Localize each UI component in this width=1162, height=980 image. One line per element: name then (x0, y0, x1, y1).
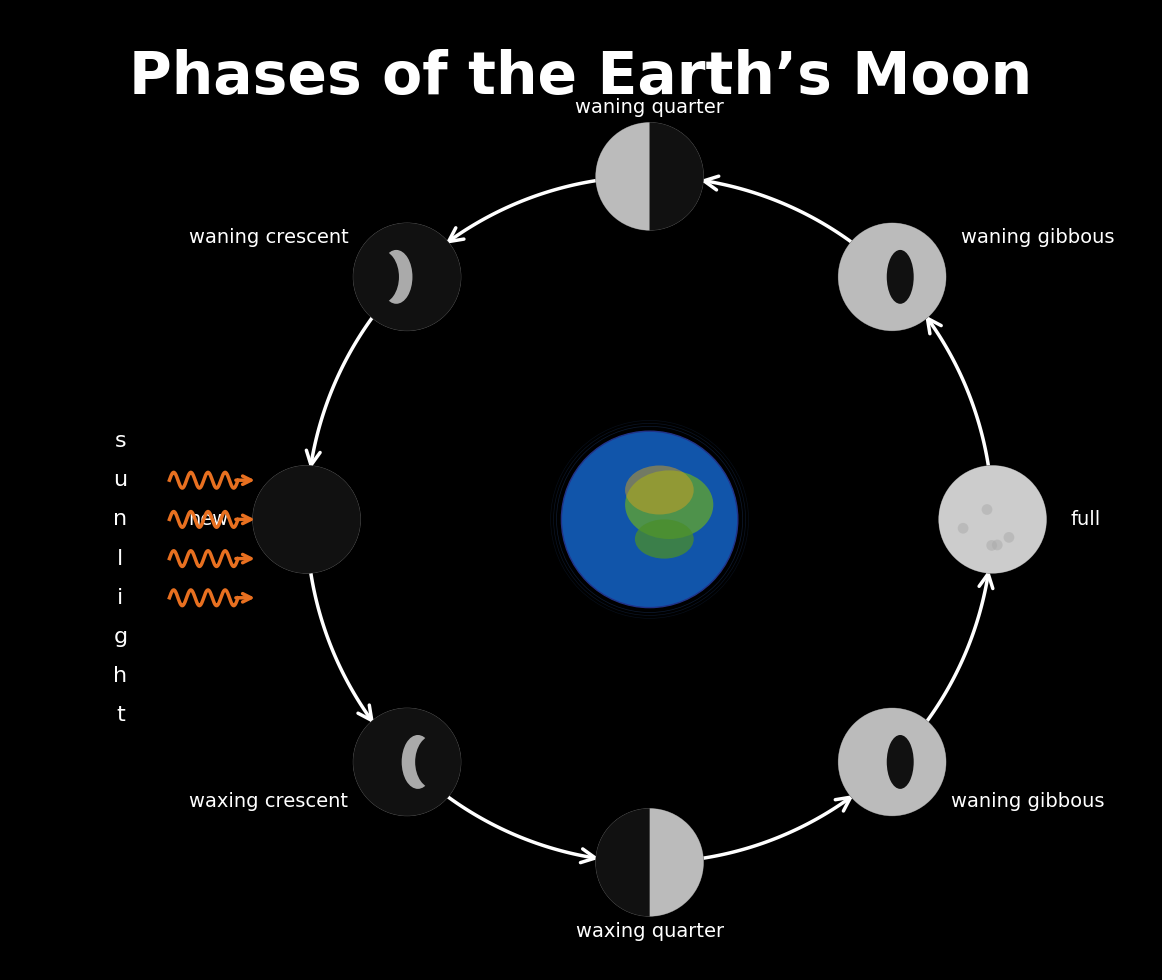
Circle shape (596, 122, 703, 230)
Circle shape (838, 223, 946, 331)
Circle shape (981, 492, 992, 503)
Ellipse shape (361, 250, 399, 304)
Text: waning crescent: waning crescent (188, 228, 349, 247)
Circle shape (353, 223, 461, 331)
Circle shape (955, 531, 966, 542)
Text: n: n (114, 510, 128, 529)
Text: Phases of the Earth’s Moon: Phases of the Earth’s Moon (129, 49, 1033, 106)
Text: new: new (188, 510, 228, 529)
Ellipse shape (415, 735, 453, 789)
Circle shape (252, 466, 360, 573)
Text: i: i (117, 588, 123, 608)
Wedge shape (650, 122, 703, 230)
Text: waning quarter: waning quarter (575, 98, 724, 118)
Text: h: h (114, 666, 128, 686)
Circle shape (939, 466, 1047, 573)
Wedge shape (596, 122, 650, 230)
Circle shape (596, 808, 703, 916)
Text: waxing crescent: waxing crescent (189, 792, 349, 810)
Text: full: full (1071, 510, 1102, 529)
Circle shape (561, 431, 738, 608)
Ellipse shape (625, 466, 694, 514)
Ellipse shape (402, 735, 435, 789)
Circle shape (353, 223, 461, 331)
Text: l: l (117, 549, 123, 568)
Text: waning gibbous: waning gibbous (961, 228, 1114, 247)
Ellipse shape (380, 250, 413, 304)
Circle shape (988, 507, 998, 517)
Circle shape (252, 466, 360, 573)
Circle shape (838, 223, 946, 331)
Circle shape (838, 708, 946, 815)
Circle shape (977, 529, 988, 540)
Circle shape (1005, 513, 1016, 523)
Text: g: g (114, 627, 128, 647)
Text: u: u (114, 470, 128, 490)
Text: t: t (116, 706, 124, 725)
Text: s: s (115, 431, 127, 451)
Circle shape (353, 708, 461, 815)
Ellipse shape (887, 250, 913, 304)
Ellipse shape (887, 735, 913, 789)
Text: waxing quarter: waxing quarter (575, 921, 724, 941)
Ellipse shape (625, 470, 713, 539)
Circle shape (561, 431, 738, 608)
Circle shape (353, 708, 461, 815)
Ellipse shape (634, 519, 694, 559)
Text: new: new (278, 529, 317, 549)
Wedge shape (650, 808, 703, 916)
Circle shape (838, 708, 946, 815)
Circle shape (939, 466, 1047, 573)
Text: waning gibbous: waning gibbous (951, 792, 1104, 810)
Wedge shape (596, 808, 650, 916)
